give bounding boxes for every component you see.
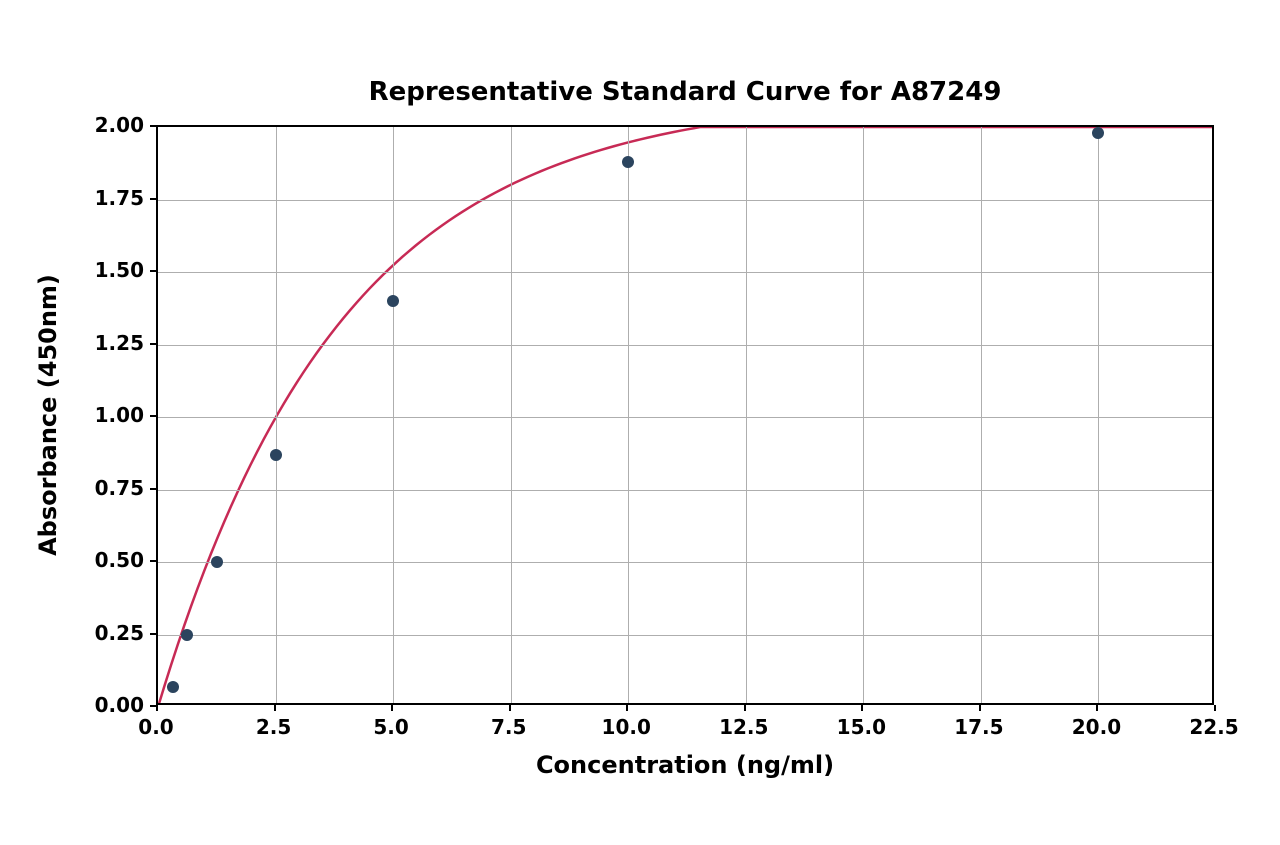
data-point [387, 295, 399, 307]
x-tick-label: 12.5 [719, 715, 768, 739]
gridline-vertical [628, 127, 629, 703]
y-tick-label: 2.00 [95, 113, 144, 137]
y-tick-mark [150, 633, 156, 635]
data-point [181, 629, 193, 641]
gridline-horizontal [158, 272, 1212, 273]
gridline-vertical [863, 127, 864, 703]
y-tick-mark [150, 270, 156, 272]
gridline-vertical [746, 127, 747, 703]
gridline-vertical [393, 127, 394, 703]
gridline-horizontal [158, 417, 1212, 418]
x-tick-mark [744, 705, 746, 711]
x-tick-label: 7.5 [491, 715, 526, 739]
x-tick-label: 0.0 [138, 715, 173, 739]
x-tick-label: 10.0 [602, 715, 651, 739]
data-point [1092, 127, 1104, 139]
y-tick-mark [150, 125, 156, 127]
x-tick-label: 15.0 [837, 715, 886, 739]
x-tick-mark [274, 705, 276, 711]
fit-curve [158, 127, 1214, 705]
x-tick-mark [391, 705, 393, 711]
x-tick-mark [979, 705, 981, 711]
chart-title: Representative Standard Curve for A87249 [369, 77, 1002, 107]
gridline-horizontal [158, 200, 1212, 201]
x-tick-mark [509, 705, 511, 711]
gridline-vertical [276, 127, 277, 703]
gridline-vertical [981, 127, 982, 703]
y-tick-label: 1.00 [95, 403, 144, 427]
x-tick-label: 5.0 [373, 715, 408, 739]
fit-curve-path [158, 127, 1214, 705]
y-tick-label: 1.25 [95, 331, 144, 355]
y-tick-label: 1.50 [95, 258, 144, 282]
y-tick-label: 0.50 [95, 548, 144, 572]
y-tick-label: 0.00 [95, 693, 144, 717]
y-tick-label: 0.25 [95, 621, 144, 645]
y-tick-mark [150, 705, 156, 707]
x-axis-label: Concentration (ng/ml) [536, 751, 834, 779]
x-tick-label: 22.5 [1189, 715, 1238, 739]
x-tick-label: 17.5 [954, 715, 1003, 739]
chart-figure: Representative Standard Curve for A87249… [0, 0, 1280, 845]
y-tick-label: 0.75 [95, 476, 144, 500]
x-tick-label: 20.0 [1072, 715, 1121, 739]
gridline-vertical [1098, 127, 1099, 703]
y-tick-mark [150, 198, 156, 200]
y-tick-label: 1.75 [95, 186, 144, 210]
gridline-horizontal [158, 562, 1212, 563]
data-point [167, 681, 179, 693]
y-axis-label: Absorbance (450nm) [34, 274, 62, 556]
x-tick-mark [861, 705, 863, 711]
gridline-horizontal [158, 345, 1212, 346]
x-tick-mark [1096, 705, 1098, 711]
data-point [622, 156, 634, 168]
data-point [211, 556, 223, 568]
y-tick-mark [150, 560, 156, 562]
gridline-horizontal [158, 490, 1212, 491]
x-tick-mark [156, 705, 158, 711]
data-point [270, 449, 282, 461]
gridline-horizontal [158, 635, 1212, 636]
x-tick-mark [1214, 705, 1216, 711]
y-tick-mark [150, 415, 156, 417]
y-tick-mark [150, 343, 156, 345]
plot-area [156, 125, 1214, 705]
gridline-vertical [511, 127, 512, 703]
x-tick-mark [626, 705, 628, 711]
x-tick-label: 2.5 [256, 715, 291, 739]
y-tick-mark [150, 488, 156, 490]
